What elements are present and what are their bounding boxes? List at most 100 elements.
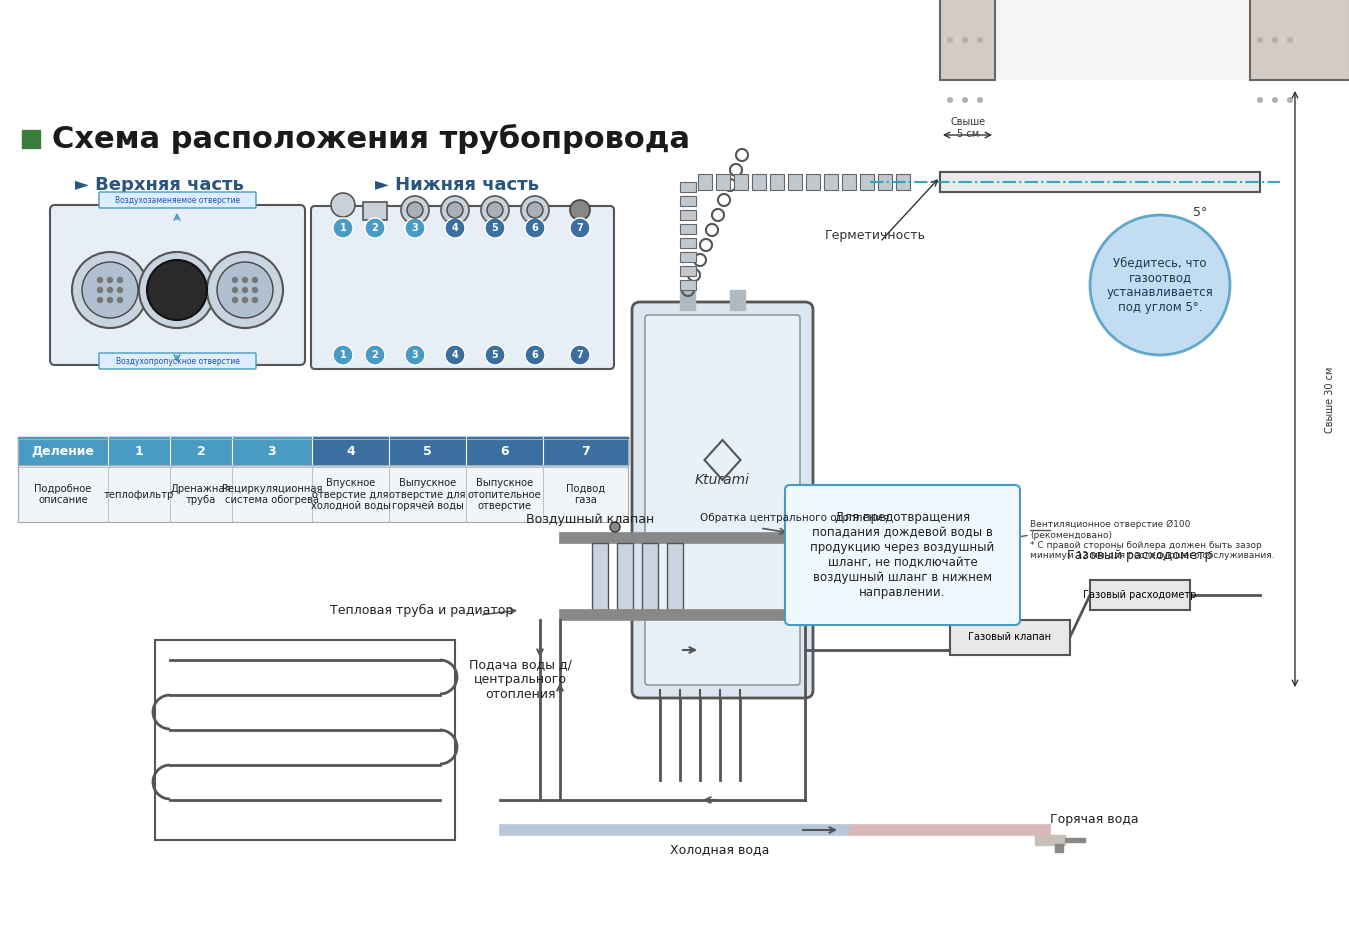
Text: ► Нижняя часть: ► Нижняя часть: [375, 176, 540, 194]
Circle shape: [962, 37, 969, 43]
Text: Вентиляционное отверстие Ø100
(рекомендовано)
* С правой стороны бойлера должен : Вентиляционное отверстие Ø100 (рекомендо…: [1031, 520, 1275, 560]
Circle shape: [82, 262, 138, 318]
Circle shape: [252, 288, 258, 293]
Circle shape: [1257, 97, 1263, 103]
Text: Подробное
описание: Подробное описание: [34, 484, 92, 505]
Circle shape: [243, 288, 247, 293]
Bar: [861, 174, 874, 190]
Text: 4: 4: [452, 350, 459, 360]
Bar: [1090, 580, 1190, 610]
FancyBboxPatch shape: [631, 302, 813, 698]
Circle shape: [108, 288, 112, 293]
Circle shape: [97, 288, 103, 293]
Circle shape: [232, 288, 237, 293]
Text: 5: 5: [491, 350, 498, 360]
Text: Дренажная
труба: Дренажная труба: [171, 484, 231, 505]
Circle shape: [331, 193, 355, 217]
Bar: [1035, 835, 1064, 845]
Bar: [1005, 174, 1018, 190]
Bar: [842, 174, 857, 190]
Text: 5: 5: [491, 223, 498, 233]
Text: Газовый расходометр: Газовый расходометр: [1083, 590, 1197, 600]
Bar: [680, 224, 696, 234]
Text: Схема расположения трубопровода: Схема расположения трубопровода: [53, 124, 689, 154]
Text: Впускное
отверстие для
холодной воды: Впускное отверстие для холодной воды: [310, 478, 390, 511]
Bar: [666, 543, 683, 610]
Circle shape: [1287, 37, 1292, 43]
Text: 7: 7: [581, 444, 590, 457]
Circle shape: [71, 252, 148, 328]
Text: Герметичность: Герметичность: [824, 229, 925, 242]
Bar: [734, 174, 747, 190]
Text: 1: 1: [340, 350, 347, 360]
Bar: [465, 437, 544, 465]
Circle shape: [333, 345, 353, 365]
Circle shape: [117, 288, 123, 293]
Bar: [389, 437, 465, 465]
Bar: [896, 174, 911, 190]
Bar: [770, 174, 784, 190]
Circle shape: [521, 196, 549, 224]
Circle shape: [243, 297, 247, 302]
Circle shape: [97, 297, 103, 302]
Text: Воздухопропускное отверстие: Воздухопропускное отверстие: [116, 357, 240, 365]
Text: 3: 3: [267, 444, 277, 457]
Bar: [940, 0, 996, 80]
Text: 6: 6: [532, 223, 538, 233]
Bar: [680, 266, 696, 276]
Text: 7: 7: [576, 223, 583, 233]
Text: Воздухозаменяемое отверстие: Воздухозаменяемое отверстие: [116, 196, 240, 204]
Circle shape: [401, 196, 429, 224]
Bar: [697, 174, 712, 190]
Circle shape: [571, 200, 590, 220]
Text: Газовый расходометр: Газовый расходометр: [1067, 549, 1213, 562]
Bar: [680, 210, 696, 220]
Text: 1: 1: [340, 223, 347, 233]
Circle shape: [571, 345, 590, 365]
Text: Горячая вода: Горячая вода: [1050, 814, 1139, 826]
Bar: [878, 174, 892, 190]
Circle shape: [217, 262, 272, 318]
Text: Свыше
5 см: Свыше 5 см: [951, 118, 986, 139]
FancyBboxPatch shape: [98, 353, 256, 369]
Circle shape: [206, 252, 283, 328]
Bar: [1251, 0, 1349, 80]
Circle shape: [610, 522, 621, 532]
Circle shape: [977, 37, 983, 43]
Circle shape: [405, 218, 425, 238]
Circle shape: [117, 278, 123, 282]
Circle shape: [962, 97, 969, 103]
Bar: [1085, 174, 1099, 190]
Bar: [500, 825, 850, 835]
Bar: [560, 610, 791, 620]
Text: 2: 2: [197, 444, 205, 457]
FancyBboxPatch shape: [50, 205, 305, 365]
Bar: [996, 0, 1251, 80]
Circle shape: [1257, 37, 1263, 43]
Bar: [680, 182, 696, 192]
Text: Рециркуляционная
система обогрева: Рециркуляционная система обогрева: [221, 484, 322, 505]
Circle shape: [252, 278, 258, 282]
Bar: [1064, 838, 1085, 842]
Bar: [950, 620, 1070, 655]
FancyBboxPatch shape: [98, 192, 256, 208]
Bar: [592, 543, 608, 610]
Circle shape: [947, 37, 952, 43]
Text: 4: 4: [347, 444, 355, 457]
FancyBboxPatch shape: [785, 485, 1020, 625]
Text: Тепловая труба и радиатор: Тепловая труба и радиатор: [331, 603, 513, 616]
Circle shape: [405, 345, 425, 365]
Text: Свыше 30 см: Свыше 30 см: [1325, 367, 1336, 433]
Circle shape: [445, 218, 465, 238]
Bar: [1025, 174, 1039, 190]
Text: Для предотвращения
попадания дождевой воды в
продукцию через воздушный
шланг, не: Для предотвращения попадания дождевой во…: [811, 511, 994, 599]
Bar: [788, 174, 803, 190]
FancyBboxPatch shape: [312, 206, 614, 369]
Bar: [108, 437, 170, 465]
Bar: [940, 172, 1260, 192]
Bar: [232, 437, 312, 465]
Circle shape: [147, 260, 206, 320]
Circle shape: [525, 345, 545, 365]
Bar: [18, 467, 629, 522]
Bar: [170, 437, 232, 465]
